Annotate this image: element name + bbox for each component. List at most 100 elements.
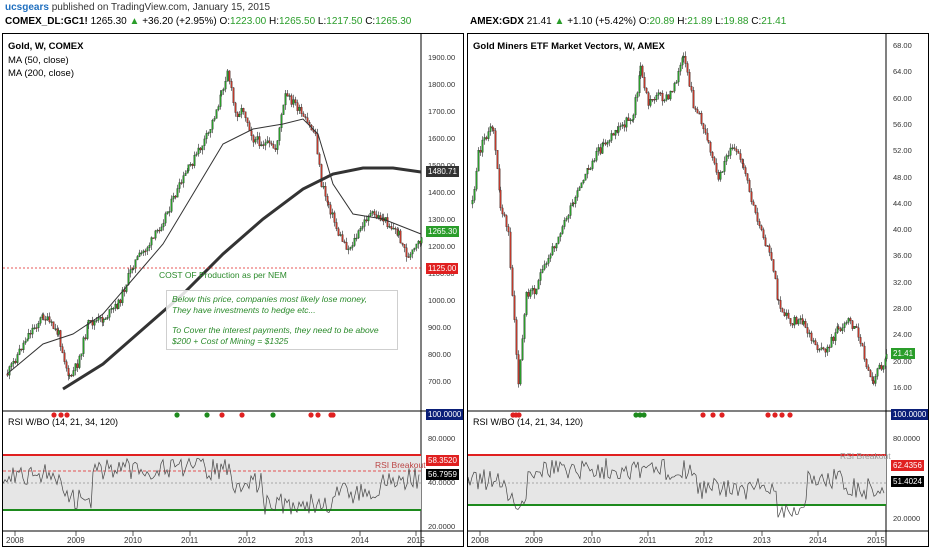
rsi-breakout-dot [58,412,64,418]
ma200-line [62,166,422,391]
publish-info: ucsgears published on TradingView.com, J… [5,2,270,13]
cost-level-tag: 1125.00 [426,263,459,274]
left-open: 1223.00 [230,16,267,27]
rsi-breakout-dot [772,412,778,418]
price-axis-tick: 60.00 [893,93,912,103]
chart-title: Gold, W, COMEX [8,41,84,52]
rsi-breakout-dot [51,412,57,418]
gold-chart-panel[interactable]: Gold, W, COMEX MA (50, close) MA (200, c… [2,33,464,547]
x-axis-tick: 2014 [351,536,369,545]
author-link[interactable]: ucsgears [5,2,49,13]
right-quote-bar: AMEX:GDX 21.41 ▲ +1.10 (+5.42%) O:20.89 … [470,16,787,27]
candles [6,68,423,381]
rsi-top-tag: 100.0000 [426,409,464,420]
cost-production-label: COST OF Production as per NEM [159,270,287,280]
last-price-tag: 1265.30 [426,226,459,237]
rsi-red-tag: 62.4356 [891,460,924,471]
last-price-tag: 21.41 [891,348,916,359]
price-axis-tick: 44.00 [893,198,912,208]
chart-annotation[interactable]: Below this price, companies most likely … [166,290,398,350]
x-axis-tick: 2013 [753,536,771,545]
price-axis-tick: 1500.00 [428,161,455,170]
rsi-value-tag: 51.4024 [891,476,924,487]
rsi-breakout-dot [330,412,336,418]
rsi-axis-tick: 80.0000 [428,434,456,443]
left-last: 1265.30 [90,16,127,27]
rsi-line [3,457,420,515]
price-axis-tick: 1900.00 [428,53,456,62]
price-axis-tick: 48.00 [893,172,912,182]
rsi-axis-tick: 20.0000 [428,522,456,531]
right-low: 19.88 [723,16,749,27]
x-axis-tick: 2011 [639,536,657,545]
x-axis-tick: 2011 [181,536,199,545]
rsi-breakout-dot [633,412,639,418]
rsi-line [468,458,885,518]
rsi-breakout-dot [719,412,725,418]
left-quote-bar: COMEX_DL:GC1! 1265.30 ▲ +36.20 (+2.95%) … [5,16,412,27]
publish-text: published on TradingView.com, January 15… [51,2,270,13]
rsi-axis-tick: 20.0000 [893,514,921,523]
ma-value-tag: 1480.71 [426,166,459,177]
right-symbol[interactable]: AMEX:GDX [470,16,524,27]
rsi-red-tag: 58.3520 [426,455,459,466]
left-symbol[interactable]: COMEX_DL:GC1! [5,16,88,27]
rsi-breakout-dot [64,412,70,418]
rsi-breakout-dot [516,412,522,418]
right-last: 21.41 [526,16,552,27]
rsi-breakout-label: RSI Breakout [375,460,426,470]
price-axis-tick: 20.00 [893,356,912,366]
gdx-price-chart[interactable] [468,34,928,546]
price-axis-tick: 68.00 [893,41,912,50]
x-axis-tick: 2015 [407,536,425,545]
rsi-breakout-dot [787,412,793,418]
left-low: 1217.50 [326,16,363,27]
x-axis-tick: 2012 [238,536,256,545]
ma50-legend: MA (50, close) [8,55,69,66]
price-axis-tick: 700.00 [428,377,451,386]
left-change: +36.20 (+2.95%) [142,16,217,27]
price-axis-tick: 1400.00 [428,188,456,197]
price-axis-tick: 1800.00 [428,80,456,89]
price-axis-tick: 32.00 [893,277,912,287]
rsi-breakout-dot [700,412,706,418]
candles [471,51,888,388]
rsi-breakout-dot [637,412,643,418]
chart-title: Gold Miners ETF Market Vectors, W, AMEX [473,41,665,52]
up-arrow-icon: ▲ [129,16,140,27]
x-axis-tick: 2012 [695,536,713,545]
x-axis-tick: 2010 [583,536,601,545]
x-axis-tick: 2015 [867,536,885,545]
x-axis-tick: 2009 [525,536,543,545]
x-axis-tick: 2008 [6,536,24,545]
ma50-line [6,118,422,375]
x-axis-tick: 2008 [471,536,489,545]
rsi-breakout-dot [779,412,785,418]
rsi-breakout-dot [174,412,180,418]
rsi-axis-tick: 40.0000 [428,478,456,487]
x-axis-tick: 2014 [809,536,827,545]
price-axis-tick: 28.00 [893,304,912,313]
price-axis-tick: 1600.00 [428,134,456,143]
ma200-legend: MA (200, close) [8,68,74,79]
right-high: 21.89 [687,16,713,27]
price-axis-tick: 56.00 [893,119,912,129]
right-close: 21.41 [761,16,787,27]
rsi-breakout-dot [219,412,225,418]
rsi-breakout-dot [204,412,210,418]
price-axis-tick: 1000.00 [428,296,456,305]
rsi-breakout-label: RSI Breakout [840,451,891,461]
rsi-top-tag: 100.0000 [891,409,929,420]
price-axis-tick: 24.00 [893,330,912,340]
price-axis-tick: 52.00 [893,146,912,156]
price-axis-tick: 1200.00 [428,242,456,251]
gdx-chart-panel[interactable]: Gold Miners ETF Market Vectors, W, AMEX … [467,33,929,547]
gold-price-chart[interactable] [3,34,463,546]
price-axis-tick: 36.00 [893,251,912,261]
left-high: 1265.50 [278,16,316,27]
price-axis-tick: 800.00 [428,350,451,359]
rsi-title: RSI W/BO (14, 21, 34, 120) [8,417,119,427]
price-axis-tick: 16.00 [893,382,912,392]
rsi-breakout-dot [270,412,276,418]
price-axis-tick: 40.00 [893,225,912,235]
